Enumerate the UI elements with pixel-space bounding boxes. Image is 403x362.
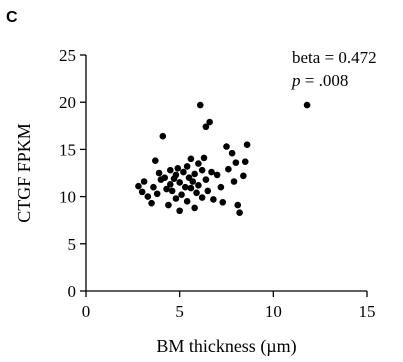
data-point: [168, 187, 176, 195]
data-point: [138, 188, 146, 196]
x-tick-label: 15: [359, 302, 376, 321]
data-point: [213, 171, 221, 179]
data-point: [208, 168, 215, 176]
data-point: [232, 159, 240, 166]
data-point: [161, 174, 168, 182]
data-point: [240, 172, 247, 180]
y-tick-label: 0: [68, 282, 77, 301]
data-point: [230, 178, 238, 185]
data-point: [210, 196, 217, 203]
data-point: [167, 166, 174, 174]
data-point: [178, 191, 185, 199]
data-point: [172, 171, 180, 179]
data-point: [223, 143, 230, 150]
y-tick-label: 5: [68, 235, 77, 254]
data-point: [187, 155, 195, 163]
data-point: [181, 183, 189, 191]
y-axis-ticks: 0 5 10 15 20 25: [59, 46, 86, 301]
data-points: [135, 101, 311, 216]
data-point: [176, 207, 183, 215]
data-point: [202, 123, 210, 131]
data-point: [174, 164, 182, 172]
data-point: [148, 199, 155, 207]
data-point: [165, 201, 172, 209]
data-point: [135, 182, 142, 190]
data-point: [234, 201, 242, 209]
data-point: [159, 132, 167, 140]
data-point: [219, 198, 227, 206]
data-point: [217, 183, 225, 191]
data-point: [150, 183, 157, 191]
data-point: [196, 101, 204, 109]
data-point: [200, 154, 208, 162]
data-point: [153, 190, 161, 198]
y-tick-label: 25: [59, 46, 76, 65]
plot-area: 0 5 10 15 20 25 0 5 10 15: [59, 46, 376, 321]
data-point: [155, 169, 163, 177]
data-point: [167, 181, 174, 188]
data-point: [206, 118, 213, 126]
data-point: [228, 149, 236, 157]
data-point: [180, 168, 187, 176]
data-point: [163, 185, 170, 193]
data-point: [204, 187, 212, 195]
data-point: [198, 166, 206, 174]
x-tick-label: 5: [175, 302, 184, 321]
p-value: = .008: [301, 71, 349, 90]
x-tick-label: 10: [265, 302, 282, 321]
y-tick-label: 15: [59, 140, 76, 159]
x-axis-title: BM thickness (µm): [156, 336, 296, 357]
y-tick-label: 20: [59, 93, 76, 112]
data-point: [144, 193, 152, 200]
y-tick-label: 10: [59, 188, 76, 207]
data-point: [202, 176, 210, 183]
data-point: [191, 204, 198, 212]
data-point: [303, 101, 311, 109]
p-symbol: p: [291, 71, 301, 90]
y-axis-title: CTGF FPKM: [14, 123, 34, 223]
data-point: [241, 158, 249, 165]
data-point: [236, 209, 243, 216]
data-point: [183, 163, 191, 170]
x-tick-label: 0: [82, 302, 91, 321]
data-point: [198, 194, 206, 201]
data-point: [243, 141, 251, 148]
x-axis-ticks: 0 5 10 15: [82, 291, 376, 321]
data-point: [172, 195, 180, 202]
data-point: [140, 178, 148, 185]
panel-label: C: [6, 9, 18, 26]
data-point: [225, 165, 232, 173]
data-point: [193, 189, 200, 197]
p-value-annotation: p = .008: [291, 71, 348, 90]
data-point: [191, 170, 198, 178]
data-point: [195, 181, 202, 189]
data-point: [176, 179, 183, 186]
data-point: [195, 160, 202, 167]
data-point: [183, 198, 191, 205]
data-point: [187, 184, 195, 192]
beta-annotation: beta = 0.472: [292, 48, 377, 67]
data-point: [189, 178, 197, 185]
data-point: [152, 157, 159, 165]
